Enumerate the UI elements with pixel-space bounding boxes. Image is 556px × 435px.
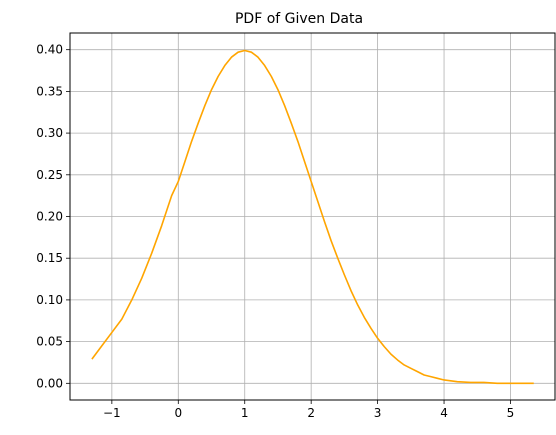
x-tick-label: 4	[440, 406, 448, 420]
x-tick-label: 1	[241, 406, 249, 420]
x-tick-label: 2	[307, 406, 315, 420]
y-tick-label: 0.30	[36, 126, 63, 140]
y-tick-label: 0.15	[36, 251, 63, 265]
y-tick-label: 0.20	[36, 210, 63, 224]
y-tick-label: 0.00	[36, 376, 63, 390]
chart-title: PDF of Given Data	[235, 11, 363, 27]
x-tick-label: 5	[507, 406, 515, 420]
y-tick-label: 0.10	[36, 293, 63, 307]
y-axis: 0.00 0.05 0.10 0.15 0.20 0.25 0.30 0.35 0.40	[36, 43, 70, 390]
x-axis: −1 0 1 2 3 4 5	[103, 400, 514, 420]
y-tick-label: 0.05	[36, 335, 63, 349]
y-tick-label: 0.35	[36, 84, 63, 98]
pdf-series-line	[91, 49, 534, 385]
x-tick-label: −1	[103, 406, 121, 420]
grid-lines	[70, 33, 555, 400]
y-tick-label: 0.40	[36, 43, 63, 57]
y-tick-label: 0.25	[36, 168, 63, 182]
series-layer	[91, 49, 534, 385]
x-tick-label: 0	[174, 406, 182, 420]
x-tick-label: 3	[374, 406, 382, 420]
